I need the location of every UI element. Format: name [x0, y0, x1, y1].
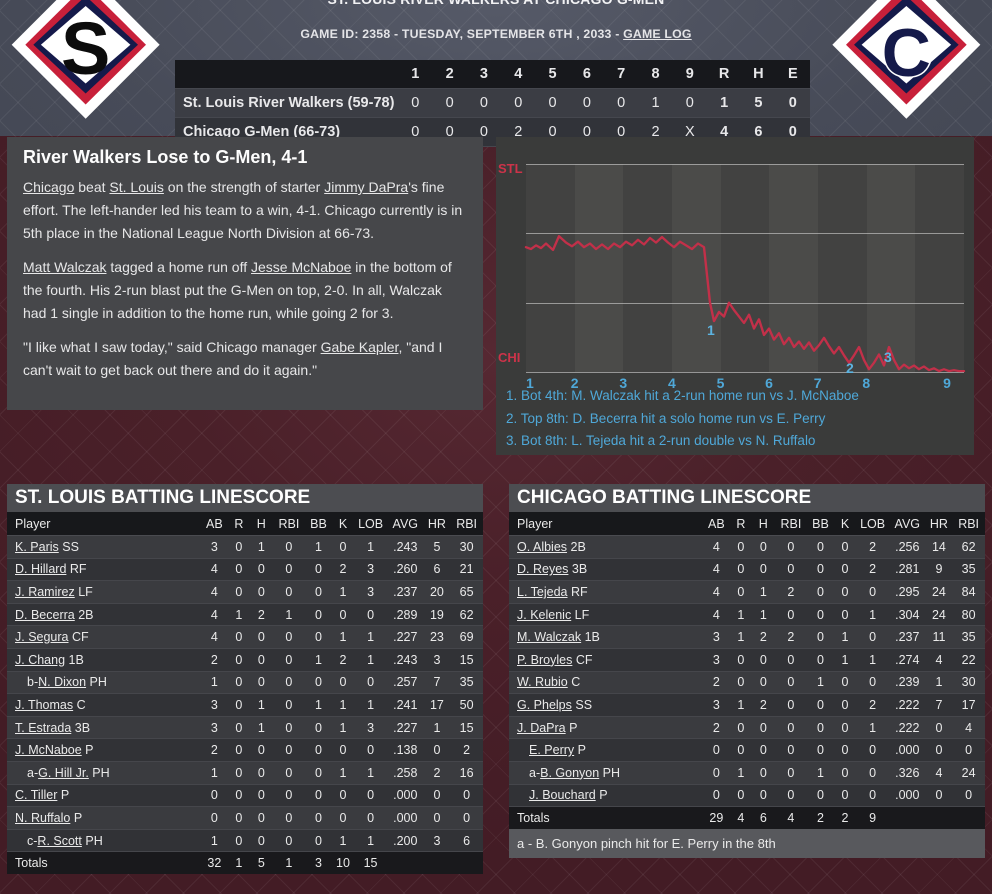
svg-text:C: C: [882, 15, 931, 91]
svg-text:S: S: [61, 7, 110, 90]
